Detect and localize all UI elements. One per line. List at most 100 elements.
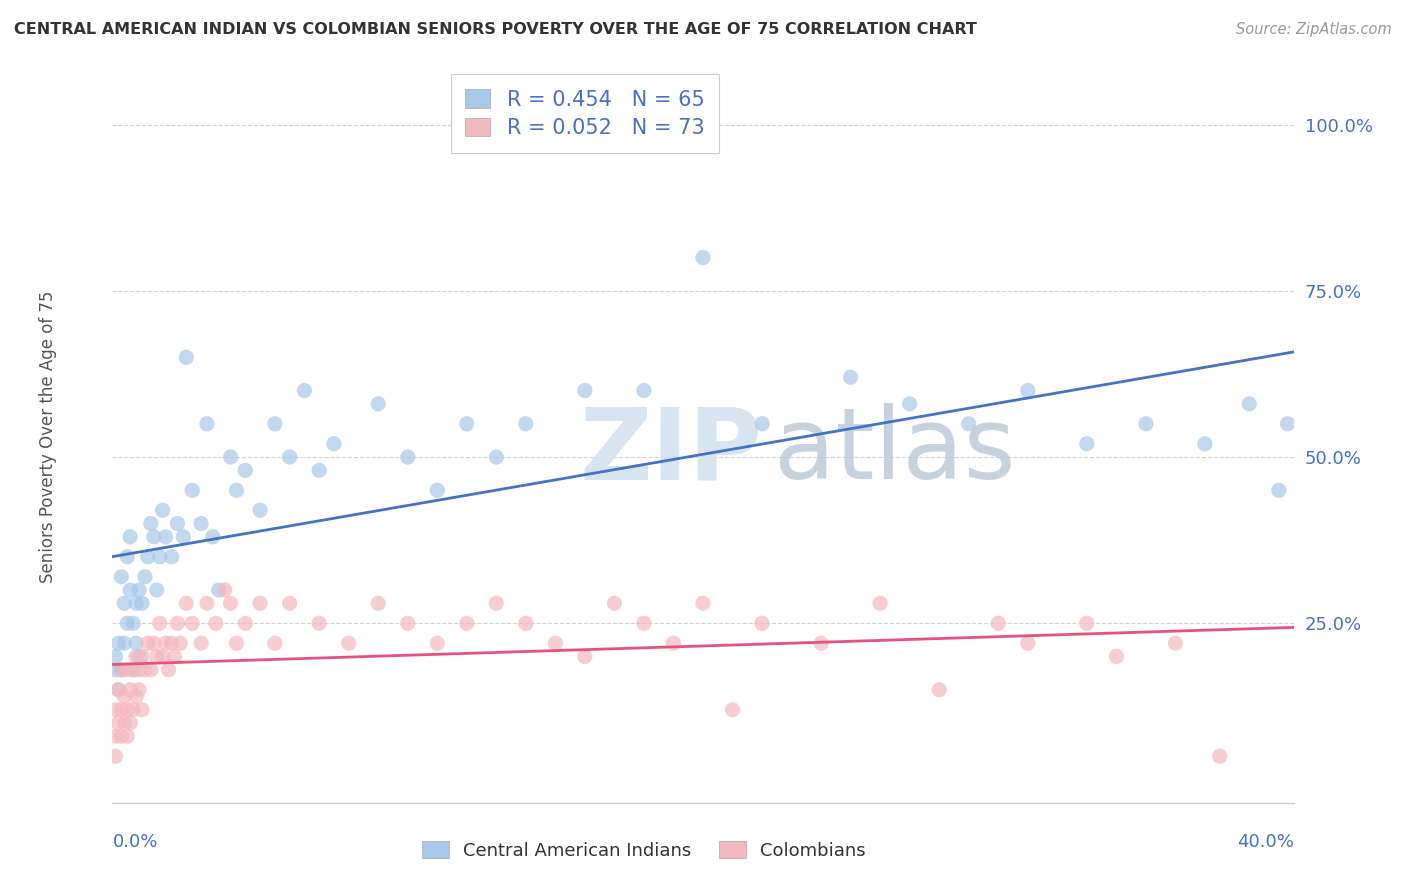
Point [1194,436,1216,450]
Text: atlas: atlas [773,403,1015,500]
Point [160,549,183,564]
Point [104,663,127,677]
Point [160,636,183,650]
Point [128,663,150,677]
Point [117,729,138,743]
Point [1208,749,1232,764]
Point [128,582,150,597]
Point [485,450,508,464]
Point [104,703,127,717]
Point [155,636,177,650]
Point [139,663,162,677]
Point [125,649,148,664]
Point [1076,616,1098,631]
Point [233,463,256,477]
Point [120,716,142,731]
Legend: Central American Indians, Colombians: Central American Indians, Colombians [415,834,873,867]
Point [195,596,218,610]
Point [323,436,346,450]
Point [485,596,508,610]
Point [1268,483,1291,498]
Point [574,384,596,398]
Point [928,682,950,697]
Point [456,417,478,431]
Text: ZIP: ZIP [579,403,762,500]
Point [201,530,224,544]
Point [1017,636,1039,650]
Point [692,596,714,610]
Point [1135,417,1157,431]
Point [692,251,714,265]
Point [544,636,567,650]
Point [308,463,330,477]
Point [128,649,150,664]
Point [134,570,156,584]
Point [104,749,127,764]
Point [174,596,197,610]
Point [166,616,188,631]
Point [190,516,212,531]
Point [515,616,537,631]
Point [107,636,129,650]
Point [117,549,138,564]
Point [1277,417,1299,431]
Point [1239,397,1261,411]
Point [149,616,172,631]
Point [249,596,271,610]
Text: 0.0%: 0.0% [112,833,157,851]
Point [117,703,138,717]
Point [125,636,148,650]
Point [181,483,204,498]
Point [104,649,127,664]
Point [120,682,142,697]
Point [214,582,236,597]
Point [751,417,773,431]
Point [125,596,148,610]
Point [219,596,242,610]
Point [120,530,142,544]
Point [131,703,153,717]
Point [810,636,832,650]
Point [157,663,180,677]
Point [367,596,389,610]
Point [515,417,537,431]
Point [152,503,174,517]
Point [367,397,389,411]
Point [155,530,177,544]
Point [122,663,145,677]
Point [139,516,162,531]
Point [278,596,301,610]
Point [110,663,132,677]
Text: 40.0%: 40.0% [1237,833,1294,851]
Point [987,616,1010,631]
Point [122,616,145,631]
Point [337,636,360,650]
Point [957,417,980,431]
Point [149,549,172,564]
Point [131,596,153,610]
Text: Source: ZipAtlas.com: Source: ZipAtlas.com [1236,22,1392,37]
Point [662,636,685,650]
Point [112,716,135,731]
Point [839,370,862,384]
Text: Seniors Poverty Over the Age of 75: Seniors Poverty Over the Age of 75 [38,291,56,583]
Point [142,636,165,650]
Point [166,516,188,531]
Point [264,417,287,431]
Point [751,616,773,631]
Point [633,616,655,631]
Point [110,570,132,584]
Point [1017,384,1039,398]
Text: CENTRAL AMERICAN INDIAN VS COLOMBIAN SENIORS POVERTY OVER THE AGE OF 75 CORRELAT: CENTRAL AMERICAN INDIAN VS COLOMBIAN SEN… [14,22,977,37]
Point [107,682,129,697]
Point [112,596,135,610]
Point [721,703,744,717]
Point [112,690,135,704]
Point [146,582,169,597]
Point [426,483,449,498]
Point [456,616,478,631]
Point [181,616,204,631]
Point [110,703,132,717]
Point [603,596,626,610]
Point [898,397,921,411]
